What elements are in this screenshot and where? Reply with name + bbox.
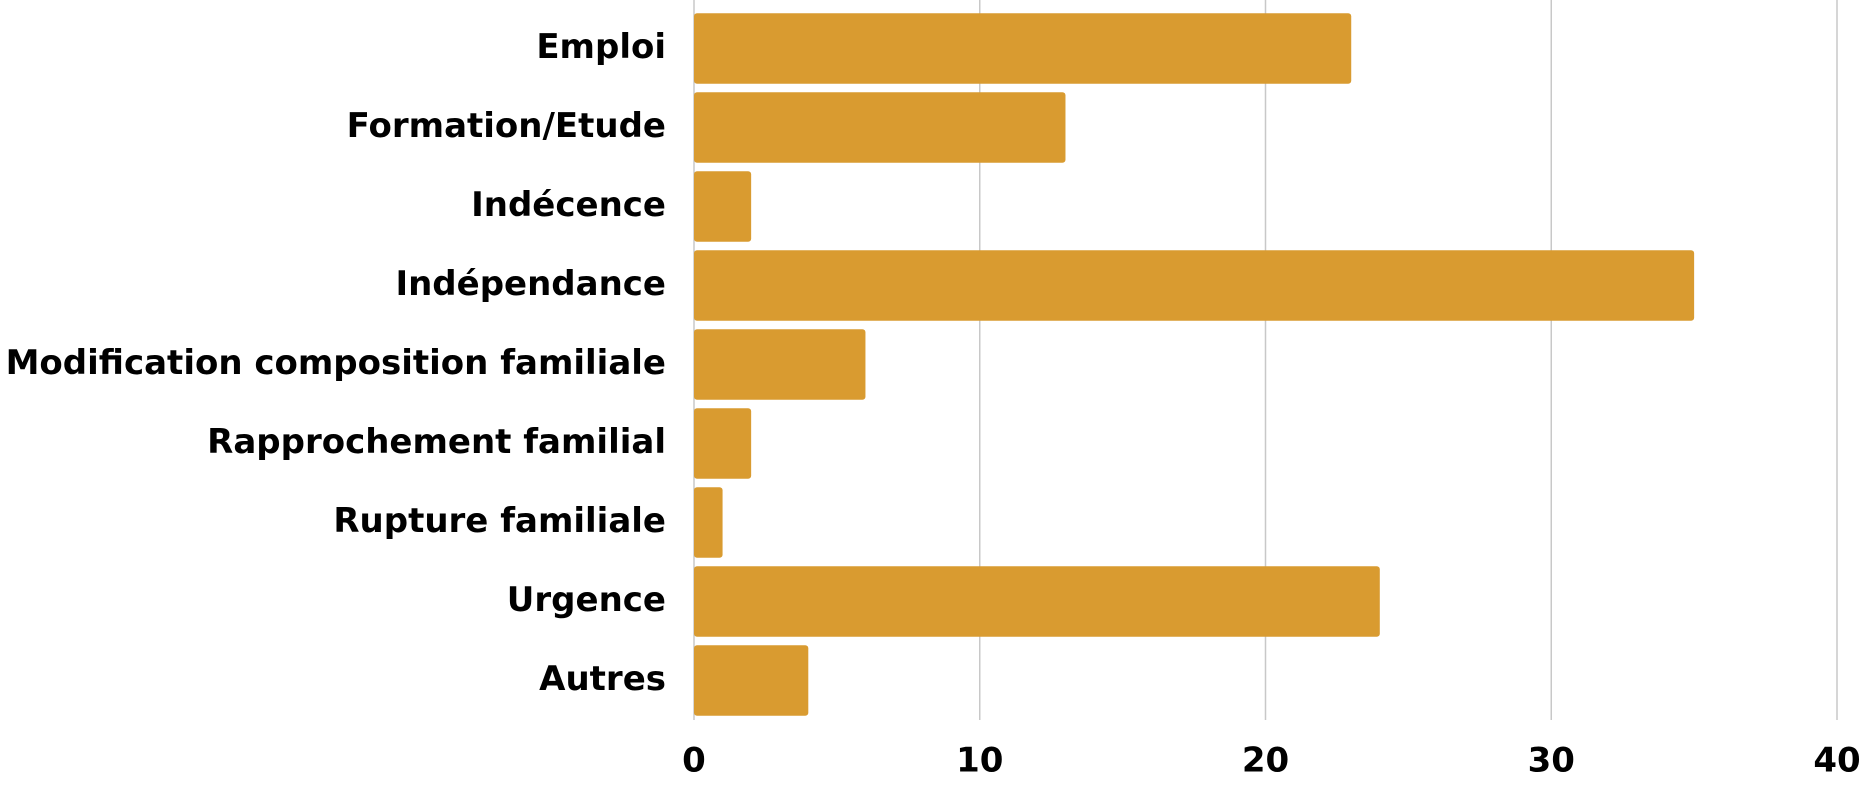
x-tick-label: 30	[1528, 741, 1575, 781]
y-tick-label: Urgence	[507, 580, 666, 620]
y-tick-label: Formation/Etude	[347, 106, 666, 146]
y-tick-label: Autres	[539, 659, 666, 699]
bar	[694, 92, 1066, 163]
y-tick-label: Indécence	[471, 185, 666, 225]
bar	[694, 13, 1352, 84]
x-tick-label: 0	[682, 741, 706, 781]
x-tick-label: 10	[956, 741, 1003, 781]
bar	[694, 566, 1380, 637]
x-tick-label: 40	[1813, 741, 1860, 781]
bar	[694, 408, 752, 479]
bar	[694, 329, 866, 400]
y-tick-label: Rupture familiale	[333, 501, 666, 541]
bar	[694, 487, 723, 558]
bar	[694, 171, 752, 242]
y-tick-label: Modification composition familiale	[6, 343, 666, 383]
y-tick-label: Emploi	[536, 27, 666, 67]
bar	[694, 645, 809, 716]
y-tick-label: Rapprochement familial	[207, 422, 666, 462]
y-tick-label: Indépendance	[395, 264, 666, 304]
x-tick-label: 20	[1242, 741, 1289, 781]
bar	[694, 250, 1695, 321]
